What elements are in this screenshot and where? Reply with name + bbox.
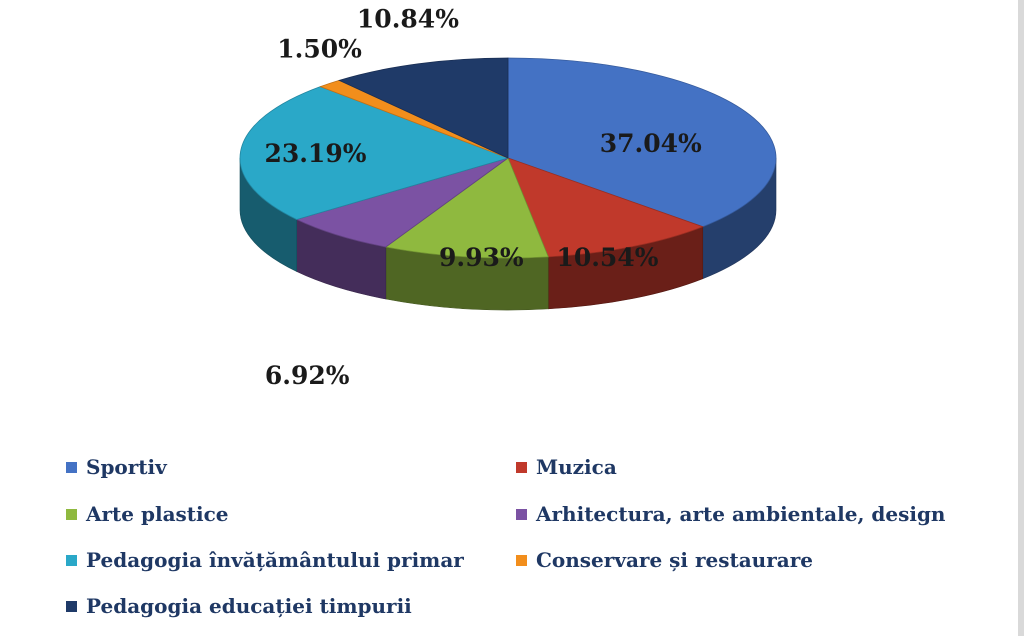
data-label-2: 9.93% <box>439 243 524 272</box>
legend-item-6: Pedagogia educației timpurii <box>66 591 412 621</box>
legend-label-4: Pedagogia învățământului primar <box>86 548 464 572</box>
data-label-6: 10.84% <box>357 4 459 33</box>
legend-label-1: Muzica <box>536 455 617 479</box>
data-label-4: 23.19% <box>264 139 366 168</box>
pie-slice-1 <box>507 157 704 258</box>
legend-label-0: Sportiv <box>86 455 167 479</box>
pie-slice-2 <box>384 157 549 259</box>
data-label-1: 10.54% <box>556 243 658 272</box>
legend-item-5: Conservare și restaurare <box>516 545 813 575</box>
legend-swatch-0 <box>66 461 77 473</box>
legend-swatch-1 <box>516 461 527 473</box>
legend-swatch-2 <box>66 508 77 520</box>
pie-slice-6 <box>338 57 509 159</box>
legend-item-3: Arhitectura, arte ambientale, design <box>516 499 945 529</box>
pie-slice-0 <box>507 57 777 228</box>
legend-item-1: Muzica <box>516 452 617 482</box>
legend-swatch-5 <box>516 554 527 566</box>
data-label-5: 1.50% <box>277 34 362 63</box>
legend-item-4: Pedagogia învățământului primar <box>66 545 464 575</box>
legend-label-5: Conservare și restaurare <box>536 548 813 572</box>
pie-sides <box>239 157 777 311</box>
legend-label-2: Arte plastice <box>86 502 229 526</box>
legend-item-2: Arte plastice <box>66 499 229 529</box>
data-label-3: 6.92% <box>265 361 350 390</box>
data-labels: 37.04% 10.54% 9.93% 6.92% 23.19% 1.50%10.84% <box>264 4 702 390</box>
legend-label-6: Pedagogia educației timpurii <box>86 594 412 618</box>
frame-edge <box>1018 0 1024 636</box>
pie-slice-4 <box>239 86 510 220</box>
data-label-0: 37.04% <box>600 129 702 158</box>
legend-label-3: Arhitectura, arte ambientale, design <box>536 502 946 526</box>
pie-slice-3 <box>295 157 509 248</box>
legend-swatch-4 <box>66 554 77 566</box>
legend-item-0: Sportiv <box>66 452 167 482</box>
pie-slices <box>239 57 777 259</box>
legend-swatch-6 <box>66 600 77 612</box>
legend-swatch-3 <box>516 508 527 520</box>
